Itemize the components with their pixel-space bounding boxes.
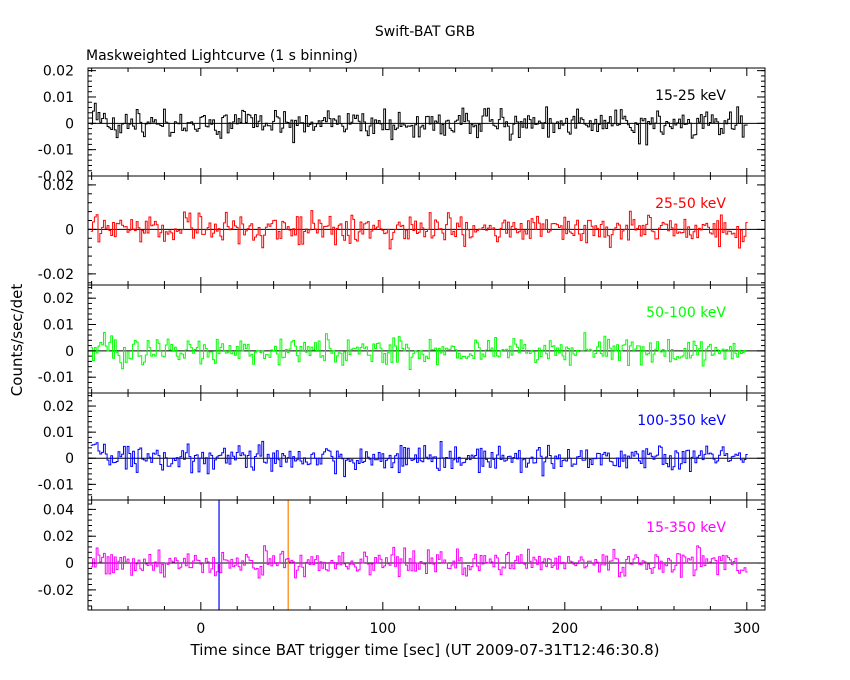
y-tick-label: 0.02 [43,64,74,80]
panel-frame [87,392,766,501]
panel-frame [87,499,766,611]
panel-1: -0.02 -0.01 0 0.01 0.02 15-25 keV [38,64,766,185]
y-tick-label: 0 [65,222,74,238]
y-tick-label: -0.02 [38,169,74,185]
y-axis-label: Counts/sec/det [8,284,26,397]
y-tick-label: 0 [65,344,74,360]
band-label: 15-350 keV [646,520,726,536]
y-tick-label: 0.02 [43,178,74,194]
panel-frame [87,67,766,177]
series-line [90,440,748,478]
series-line [90,102,748,146]
panel-2: -0.02 0 0.02 25-50 keV [38,175,766,286]
y-tick-label: -0.01 [38,477,74,493]
y-tick-label: 0 [65,556,74,572]
series-line [90,210,748,250]
y-tick-label: 0.01 [43,90,74,106]
y-tick-label: 0 [65,451,74,467]
band-label: 15-25 keV [655,88,726,104]
band-label: 50-100 keV [646,305,726,321]
x-tick-label: 200 [551,621,578,637]
y-tick-label: 0.02 [43,529,74,545]
series-line [90,545,748,579]
x-tick-label: 0 [196,621,205,637]
panel-4: -0.01 0 0.01 0.02 100-350 keV [38,392,766,501]
panel-frame [87,284,766,394]
y-tick-label: 0.01 [43,425,74,441]
y-tick-label: -0.01 [38,143,74,159]
panels-group: -0.02 -0.01 0 0.01 0.02 15-25 keV -0.02 0 0.02 25… [38,64,766,637]
y-tick-label: 0.01 [43,318,74,334]
y-tick-label: -0.02 [38,267,74,283]
panel-frame [87,175,766,286]
chart-subtitle: Maskweighted Lightcurve (1 s binning) [86,48,358,64]
y-tick-label: 0.02 [43,291,74,307]
x-tick-label: 100 [369,621,396,637]
y-tick-label: 0.02 [43,399,74,415]
x-axis-label: Time since BAT trigger time [sec] (UT 20… [190,641,660,659]
panel-3: -0.01 0 0.01 0.02 50-100 keV [38,284,766,394]
y-tick-label: 0.04 [43,502,74,518]
y-tick-label: -0.02 [38,583,74,599]
panel-5: -0.02 0 0.02 0.04 15-350 keV [38,499,766,611]
band-label: 25-50 keV [655,196,726,212]
y-tick-label: 0 [65,116,74,132]
chart-title: Swift-BAT GRB [375,24,475,40]
y-tick-label: -0.01 [38,370,74,386]
band-label: 100-350 keV [637,413,726,429]
series-line [90,331,748,371]
x-tick-label: 300 [733,621,760,637]
